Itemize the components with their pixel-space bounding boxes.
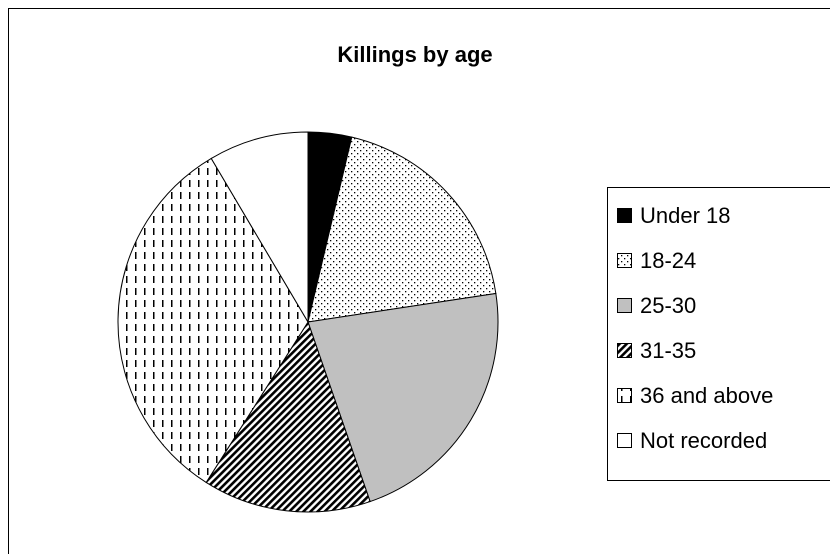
legend-swatch: [618, 209, 632, 223]
legend-label: Not recorded: [640, 428, 767, 453]
chart-title: Killings by age: [337, 42, 492, 67]
legend-label: 18-24: [640, 248, 696, 273]
legend-label: 31-35: [640, 338, 696, 363]
legend-label: Under 18: [640, 203, 731, 228]
legend-swatch: [618, 389, 632, 403]
legend-label: 25-30: [640, 293, 696, 318]
legend-swatch: [618, 344, 632, 358]
legend-swatch: [618, 299, 632, 313]
legend-swatch: [618, 254, 632, 268]
legend-swatch: [618, 434, 632, 448]
legend-label: 36 and above: [640, 383, 773, 408]
